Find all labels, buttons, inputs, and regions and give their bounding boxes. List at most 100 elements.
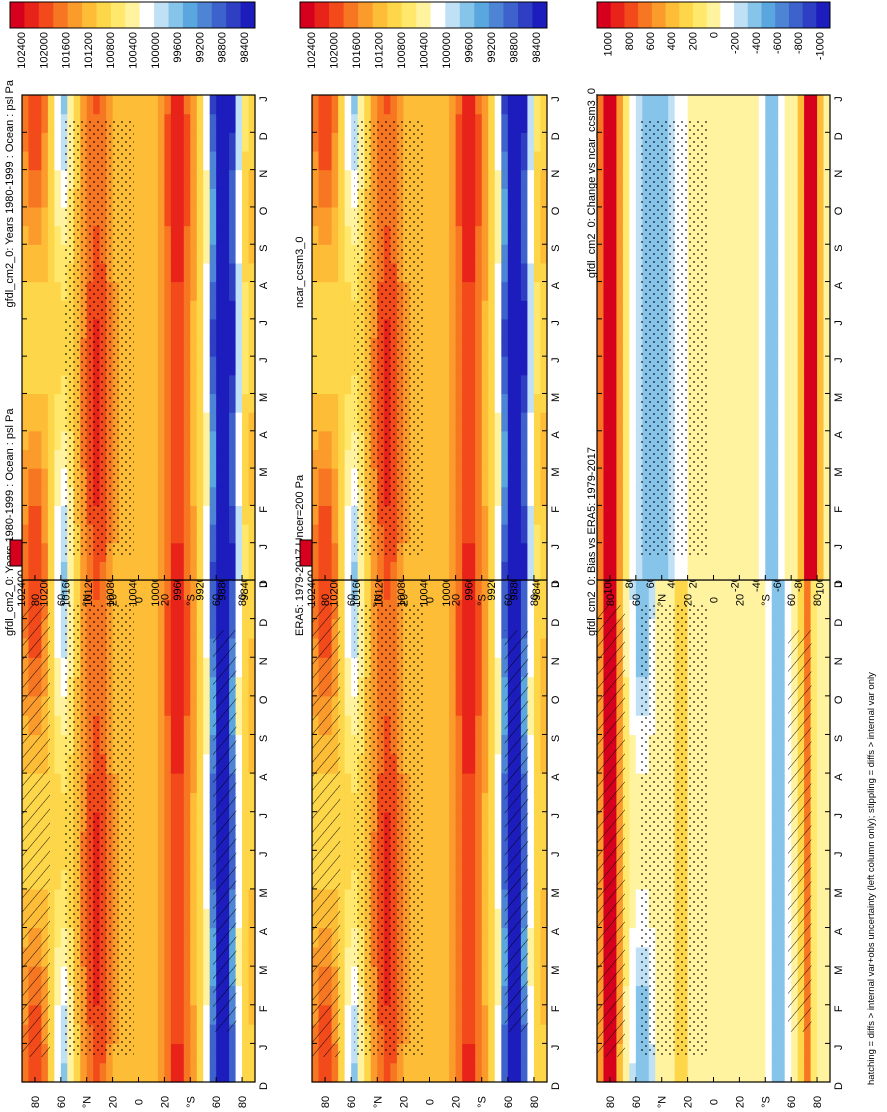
heat-cell — [196, 985, 204, 1006]
heat-cell — [183, 206, 191, 227]
heat-cell — [475, 831, 483, 851]
heat-cell — [449, 1062, 457, 1083]
heat-cell — [138, 946, 146, 967]
heat-cell — [190, 150, 198, 171]
heat-cell — [533, 1024, 542, 1044]
heat-cell — [449, 449, 457, 469]
heat-cell — [229, 524, 237, 544]
heat-cell — [242, 1043, 250, 1064]
heat-cell — [745, 792, 753, 813]
heat-cell — [164, 244, 172, 264]
heat-cell — [331, 393, 339, 413]
heat-cell — [422, 542, 431, 562]
heat-cell — [494, 206, 502, 227]
heat-cell — [144, 150, 153, 171]
heat-cell — [170, 927, 178, 948]
heat-cell — [455, 430, 463, 451]
heat-cell — [494, 966, 502, 987]
heat-cell — [713, 946, 721, 967]
heat-cell — [481, 695, 489, 716]
heat-cell — [242, 262, 250, 283]
heat-cell — [726, 927, 734, 948]
heat-cell — [190, 449, 198, 469]
heat-cell — [462, 657, 470, 678]
heat-cell — [713, 580, 721, 600]
footer-note: hatching = diffs > internal var+obs unce… — [866, 672, 877, 1085]
heat-cell — [151, 637, 159, 658]
heat-cell — [752, 753, 760, 774]
heat-cell — [527, 1004, 535, 1025]
heat-cell — [312, 505, 320, 525]
heat-cell — [436, 850, 444, 871]
heat-cell — [331, 412, 339, 432]
heat-cell — [325, 486, 333, 506]
heat-cell — [151, 599, 159, 620]
heat-cell — [170, 734, 178, 755]
heat-cell — [520, 356, 529, 376]
heat-cell — [164, 869, 172, 890]
colorbar-swatch — [430, 2, 446, 28]
heat-cell — [248, 449, 256, 469]
heat-cell — [481, 676, 489, 697]
stippling-overlay — [63, 605, 134, 1057]
heat-cell — [47, 132, 55, 152]
heat-cell — [540, 908, 548, 929]
heat-cell — [203, 753, 211, 774]
heat-cell — [318, 188, 326, 208]
heat-cell — [132, 1024, 140, 1044]
heat-cell — [164, 580, 172, 600]
heat-cell — [501, 113, 509, 133]
heat-cell — [533, 244, 542, 264]
heat-cell — [60, 561, 68, 581]
heat-cell — [475, 95, 483, 115]
heat-cell — [745, 695, 753, 716]
heat-cell — [34, 188, 43, 208]
heat-cell — [34, 281, 43, 301]
heat-cell — [216, 542, 224, 562]
heat-cell — [527, 1062, 535, 1083]
heat-cell — [462, 412, 470, 432]
heat-cell — [533, 262, 542, 283]
heat-cell — [429, 1043, 437, 1064]
heat-cell — [533, 888, 542, 909]
y-tick-label: °S — [185, 594, 197, 606]
heat-cell — [209, 1043, 217, 1064]
heat-cell — [488, 657, 496, 678]
heat-cell — [739, 657, 747, 678]
heat-cell — [73, 1062, 81, 1083]
heat-cell — [713, 734, 721, 755]
heat-cell — [183, 318, 191, 339]
heat-cell — [758, 715, 766, 736]
heat-cell — [242, 753, 250, 774]
heat-cell — [481, 753, 489, 774]
heat-cell — [151, 676, 159, 697]
heat-cell — [514, 580, 522, 600]
heat-cell — [501, 169, 509, 189]
heat-cell — [791, 599, 799, 620]
heat-cell — [151, 132, 159, 152]
heat-cell — [540, 449, 548, 469]
heat-cell — [54, 169, 62, 189]
heat-cell — [449, 966, 457, 987]
heat-cell — [151, 206, 159, 227]
heat-cell — [229, 580, 237, 600]
heat-cell — [462, 486, 470, 506]
heat-cell — [138, 1024, 146, 1044]
heat-cell — [422, 792, 431, 813]
heat-cell — [533, 676, 542, 697]
x-tick-label: A — [550, 773, 562, 781]
heat-cell — [242, 908, 250, 929]
heat-cell — [533, 374, 542, 395]
y-tick-label: 60 — [56, 1096, 68, 1108]
heat-cell — [196, 1024, 204, 1044]
heat-cell — [248, 734, 256, 755]
colorbar-swatch — [532, 2, 548, 28]
heat-cell — [222, 542, 230, 562]
heat-cell — [144, 430, 153, 451]
heat-cell — [520, 132, 529, 152]
heat-cell — [488, 888, 496, 909]
heat-cell — [144, 486, 153, 506]
heat-cell — [540, 206, 548, 227]
heat-cell — [338, 966, 346, 987]
heat-cell — [144, 580, 153, 600]
